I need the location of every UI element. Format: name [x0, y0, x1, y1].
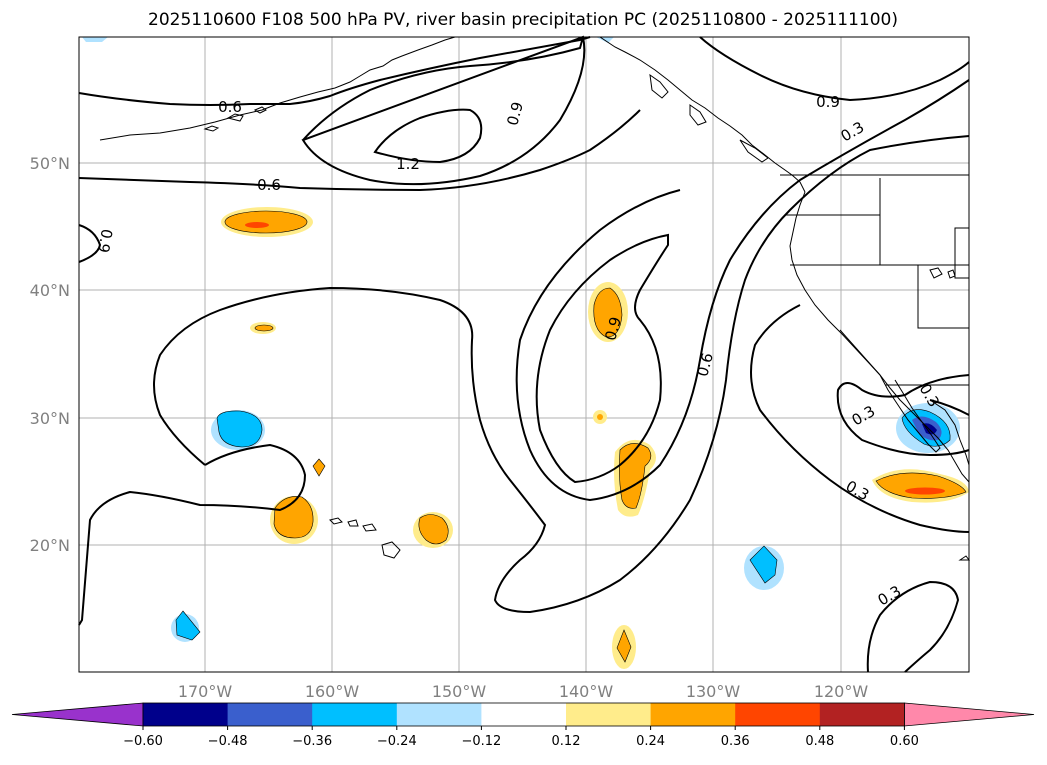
lat-label-20n: 20°N [30, 536, 70, 555]
anomaly-blue-126w-18n-core [749, 545, 778, 584]
colorbar-tick-label: 0.48 [805, 734, 834, 749]
colorbar-segment [735, 703, 821, 726]
colorbar-tick-label: −0.12 [461, 734, 501, 749]
mexico-coast [929, 399, 970, 466]
contour-0.3-bottom-right [866, 580, 960, 673]
contour-label: 1.2 [396, 155, 420, 173]
lon-label-150w: 150°W [432, 682, 487, 701]
colorbar-extend-high [904, 702, 1035, 727]
us-west-coast [789, 191, 970, 483]
colorbar-extend-low [11, 702, 144, 727]
anomaly-blue-topleft [82, 37, 108, 42]
contour-0.9-left [78, 224, 102, 263]
contour-0.3-baja [836, 374, 970, 457]
colorbar: −0.60 −0.48 −0.36 −0.24 −0.12 0.12 0.24 0.36 0.4… [11, 702, 1035, 749]
colorbar-segment [481, 703, 567, 726]
lat-label-40n: 40°N [30, 281, 70, 300]
anomaly-orange-139w-38n-core [593, 287, 623, 338]
colorbar-tick-label: 0.12 [552, 734, 581, 749]
colorbar-tick-label: 0.24 [636, 734, 665, 749]
contour-label: 0.9 [94, 228, 116, 255]
anomaly-orange-137w-12n-core [616, 629, 632, 663]
colorbar-segment [143, 703, 229, 726]
aleutian-islands [203, 106, 267, 132]
anomaly-orange-152w-21n-core [418, 514, 449, 545]
anomaly-blue-171w-13n-core [175, 610, 201, 641]
colorbar-tick-label: −0.36 [292, 734, 332, 749]
lon-label-140w: 140°W [559, 682, 614, 701]
contour-0.6-mid [78, 109, 641, 192]
anomaly-red-110w-24n [905, 487, 945, 495]
map-panel: 0.6 0.9 1.2 0.6 0.9 0.9 0.3 0.9 0.6 0.3 … [78, 35, 970, 673]
contour-0.3-left-tail [78, 443, 307, 626]
state-borders [786, 178, 970, 386]
contour-label: 0.9 [816, 93, 840, 111]
contour-0.9-upper-right [699, 36, 970, 102]
colorbar-tick-label: −0.60 [123, 734, 163, 749]
precip-anomalies [82, 37, 969, 669]
colorbar-segment [650, 703, 736, 726]
lon-label-130w: 130°W [686, 682, 741, 701]
bc-coast [599, 36, 806, 193]
colorbar-segment [312, 703, 398, 726]
colorbar-segment [227, 703, 313, 726]
lat-label-30n: 30°N [30, 409, 70, 428]
colorbar-tick-label: 0.60 [890, 734, 919, 749]
colorbar-segment [396, 703, 482, 726]
graticule [79, 37, 969, 672]
map-background [79, 37, 969, 672]
contour-label: 0.6 [257, 176, 281, 194]
anomaly-small-37n-core [254, 324, 274, 332]
colorbar-tick-label: −0.48 [208, 734, 248, 749]
contour-label: 0.9 [601, 315, 625, 343]
map-frame [78, 36, 970, 673]
colorbar-segment [566, 703, 652, 726]
contour-0.3-east [750, 304, 970, 533]
contour-0.9-upper [301, 35, 586, 186]
alaska-coast [99, 36, 456, 141]
anomaly-small-26n [312, 458, 326, 477]
contour-label: 0.6 [218, 98, 242, 116]
colorbar-frame [142, 702, 905, 727]
contour-0.3-main [153, 135, 970, 614]
lon-label-160w: 160°W [305, 682, 360, 701]
baja-california [879, 374, 941, 453]
colorbar-tick-label: −0.24 [377, 734, 417, 749]
anomaly-tiny-30n-core [597, 414, 603, 420]
small-islands [929, 267, 970, 561]
lon-label-170w: 170°W [178, 682, 233, 701]
contour-0.6-east [515, 79, 970, 502]
lon-label-120w: 120°W [814, 682, 869, 701]
anomaly-blue-168w-29n-core [216, 410, 263, 448]
contour-label: 0.9 [503, 100, 527, 128]
contour-0.9-tongue [535, 233, 669, 484]
chart-title: 2025110600 F108 500 hPa PV, river basin … [148, 10, 898, 30]
contour-0.3-baja-inner [929, 399, 970, 416]
lat-label-50n: 50°N [30, 154, 70, 173]
contour-label: 0.6 [693, 351, 717, 379]
contour-1.2 [373, 108, 483, 164]
colorbar-segment [819, 703, 905, 726]
hawaiian-islands [329, 517, 401, 559]
anomaly-orange-163w-21n-core [273, 496, 314, 539]
coastal-islands [649, 73, 769, 163]
coastlines [99, 36, 970, 561]
pv-contours [78, 35, 970, 673]
axis-labels: 170°W 160°W 150°W 140°W 130°W 120°W 50°N… [30, 154, 869, 701]
anomaly-orange-165w-45n-core [224, 210, 308, 234]
anomaly-red-165w-45n [245, 222, 269, 228]
colorbar-tick-label: 0.36 [721, 734, 750, 749]
contour-0.6-north [78, 36, 591, 106]
